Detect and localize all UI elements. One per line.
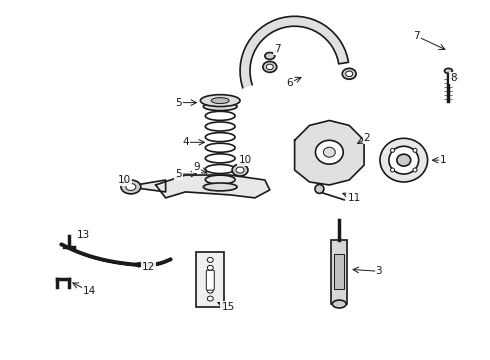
Text: 12: 12	[142, 262, 155, 272]
Ellipse shape	[236, 167, 244, 173]
Ellipse shape	[389, 146, 418, 174]
Ellipse shape	[265, 53, 275, 59]
Ellipse shape	[323, 147, 335, 157]
Polygon shape	[294, 121, 364, 185]
Ellipse shape	[121, 180, 141, 194]
Text: 2: 2	[364, 133, 370, 143]
Ellipse shape	[444, 68, 452, 73]
Text: 4: 4	[182, 137, 189, 147]
Ellipse shape	[207, 257, 213, 262]
Polygon shape	[136, 180, 166, 192]
Ellipse shape	[397, 154, 411, 166]
Bar	[334, 255, 344, 289]
Ellipse shape	[211, 98, 229, 104]
Bar	[331, 239, 347, 304]
Ellipse shape	[413, 148, 417, 152]
Ellipse shape	[346, 71, 353, 77]
Ellipse shape	[200, 95, 240, 107]
Ellipse shape	[391, 168, 394, 172]
Ellipse shape	[203, 183, 237, 191]
Text: 3: 3	[376, 266, 382, 276]
Polygon shape	[156, 175, 270, 198]
Text: 11: 11	[347, 193, 361, 203]
Text: 15: 15	[221, 302, 235, 312]
Polygon shape	[240, 16, 348, 88]
Ellipse shape	[263, 62, 277, 72]
Ellipse shape	[342, 68, 356, 79]
Text: 13: 13	[76, 230, 90, 239]
Ellipse shape	[267, 64, 273, 69]
Text: 10: 10	[118, 175, 130, 185]
Text: 5: 5	[175, 98, 182, 108]
Ellipse shape	[207, 296, 213, 301]
Text: 10: 10	[239, 155, 251, 165]
Text: 5: 5	[175, 169, 182, 179]
Ellipse shape	[315, 184, 324, 193]
Text: 7: 7	[274, 44, 281, 54]
Text: 6: 6	[286, 78, 293, 88]
Ellipse shape	[203, 103, 237, 111]
Ellipse shape	[332, 300, 346, 308]
Text: 9: 9	[193, 162, 200, 172]
Ellipse shape	[232, 164, 248, 176]
Ellipse shape	[316, 140, 343, 164]
Bar	[196, 252, 224, 306]
Ellipse shape	[207, 277, 213, 282]
Ellipse shape	[207, 265, 213, 270]
Ellipse shape	[380, 138, 428, 182]
Text: 8: 8	[450, 73, 457, 83]
FancyBboxPatch shape	[206, 270, 214, 290]
Text: 7: 7	[414, 31, 420, 41]
Text: 14: 14	[83, 286, 96, 296]
Ellipse shape	[413, 168, 417, 172]
Ellipse shape	[391, 148, 394, 152]
Ellipse shape	[207, 288, 213, 293]
Ellipse shape	[126, 184, 136, 190]
Text: 1: 1	[440, 155, 447, 165]
